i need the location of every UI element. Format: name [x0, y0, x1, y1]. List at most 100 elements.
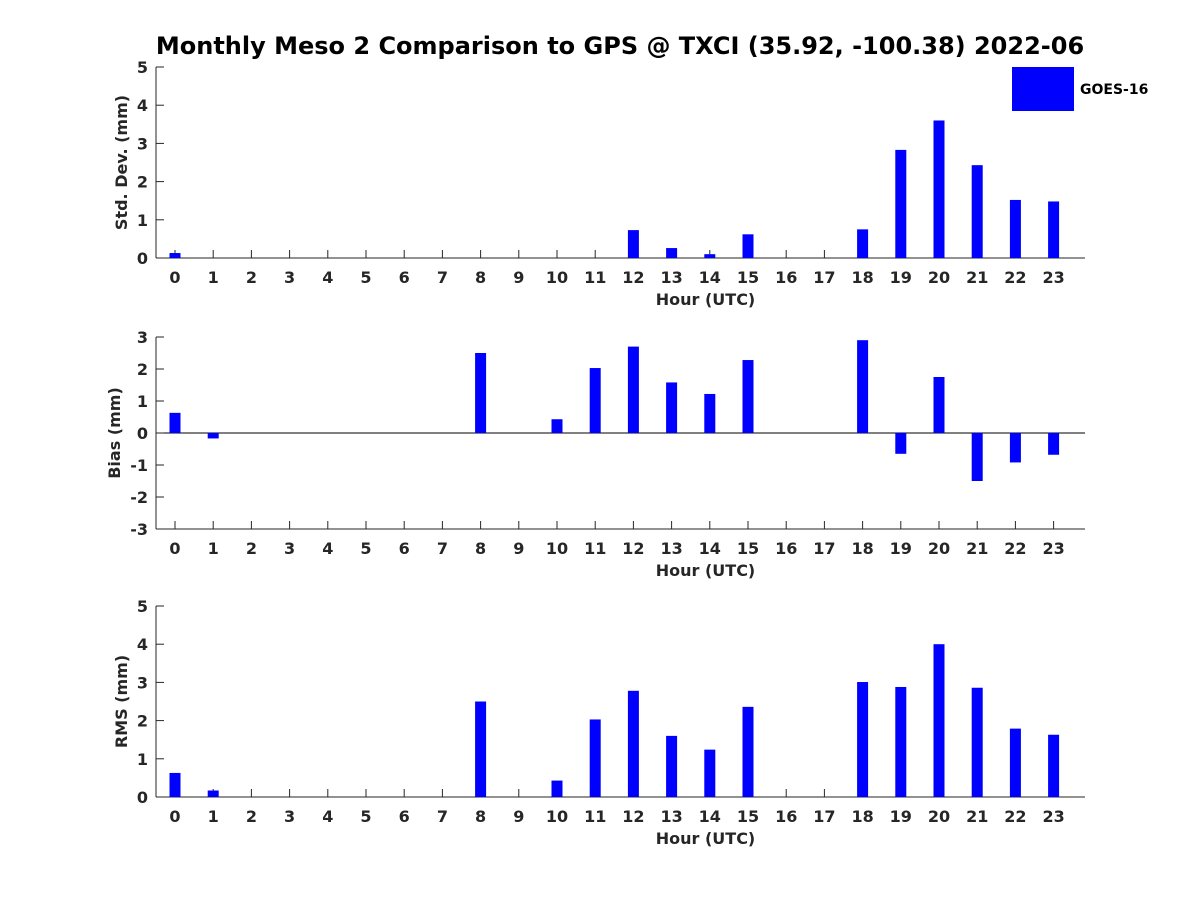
std-dev-x-tick-label: 3	[284, 268, 295, 287]
bias-x-tick-label: 15	[737, 539, 759, 558]
bias-x-tick-label: 16	[775, 539, 797, 558]
std-dev-bar-hour-12	[627, 230, 639, 258]
std-dev-bar-hour-20	[933, 120, 945, 258]
rms-x-tick-label: 18	[851, 807, 873, 826]
std-dev-y-tick-label: 1	[137, 211, 148, 230]
std-dev-y-tick-label: 3	[137, 134, 148, 153]
std-dev-x-tick-label: 10	[546, 268, 568, 287]
rms-y-axis-label: RMS (mm)	[112, 655, 131, 748]
bias-x-tick-label: 3	[284, 539, 295, 558]
bias-y-axis-label: Bias (mm)	[105, 387, 124, 479]
rms-x-tick-label: 9	[513, 807, 524, 826]
bias-bar-hour-15	[742, 360, 754, 433]
legend: GOES-16	[1012, 67, 1148, 111]
bias-x-tick-label: 4	[322, 539, 333, 558]
bias-x-tick-label: 11	[584, 539, 606, 558]
rms-bar-hour-10	[551, 780, 563, 797]
std-dev-bar-hour-14	[704, 254, 716, 258]
std-dev-x-tick-label: 8	[475, 268, 486, 287]
rms-x-tick-label: 10	[546, 807, 568, 826]
rms-bar-hour-0	[169, 772, 181, 797]
rms-y-tick-label: 4	[137, 635, 148, 654]
bias-bar-hour-21	[971, 433, 983, 481]
bias-x-tick-label: 12	[622, 539, 644, 558]
bias-bar-hour-12	[627, 346, 639, 433]
bias-x-tick-label: 8	[475, 539, 486, 558]
std-dev-bar-hour-13	[666, 248, 678, 258]
bias-x-tick-label: 5	[360, 539, 371, 558]
bias-bar-hour-18	[857, 340, 869, 433]
bias-x-tick-label: 7	[437, 539, 448, 558]
rms-x-tick-label: 0	[169, 807, 180, 826]
bias-bar-hour-19	[895, 433, 907, 454]
bias-y-tick-label: -2	[130, 488, 148, 507]
rms-bar-hour-12	[627, 690, 639, 797]
std-dev-x-tick-label: 13	[660, 268, 682, 287]
rms-x-tick-label: 19	[890, 807, 912, 826]
rms-bar-hour-8	[475, 701, 487, 797]
std-dev-x-tick-label: 15	[737, 268, 759, 287]
bias-x-tick-label: 9	[513, 539, 524, 558]
std-dev-bar-hour-21	[971, 165, 983, 258]
std-dev-y-tick-label: 2	[137, 173, 148, 192]
bias-x-tick-label: 22	[1004, 539, 1026, 558]
rms-x-tick-label: 16	[775, 807, 797, 826]
bias-bar-hour-23	[1048, 433, 1060, 455]
std-dev-x-tick-label: 12	[622, 268, 644, 287]
std-dev-x-tick-label: 6	[399, 268, 410, 287]
bias-bar-hour-8	[475, 353, 487, 433]
bias-bar-hour-0	[169, 412, 181, 433]
std-dev-x-tick-label: 1	[208, 268, 219, 287]
legend-swatch	[1012, 67, 1074, 111]
bias-bar-hour-11	[589, 368, 601, 433]
std-dev-x-tick-label: 18	[851, 268, 873, 287]
bias-x-tick-label: 18	[851, 539, 873, 558]
std-dev-bar-hour-15	[742, 234, 754, 258]
rms-x-tick-label: 1	[208, 807, 219, 826]
std-dev-x-tick-label: 21	[966, 268, 988, 287]
bias-y-tick-label: 0	[137, 424, 148, 443]
std-dev-bar-hour-0	[169, 253, 181, 258]
rms-bar-hour-20	[933, 644, 945, 797]
rms-x-tick-label: 7	[437, 807, 448, 826]
legend-label: GOES-16	[1080, 82, 1148, 98]
bias-x-tick-label: 10	[546, 539, 568, 558]
std-dev-x-tick-label: 20	[928, 268, 950, 287]
std-dev-x-axis-label: Hour (UTC)	[656, 290, 756, 309]
rms-x-tick-label: 14	[699, 807, 721, 826]
bias-x-axis-label: Hour (UTC)	[656, 561, 756, 580]
std-dev-x-tick-label: 7	[437, 268, 448, 287]
rms-x-axis-label: Hour (UTC)	[656, 829, 756, 848]
rms-x-tick-label: 11	[584, 807, 606, 826]
std-dev-x-tick-label: 23	[1042, 268, 1064, 287]
bias-x-tick-label: 20	[928, 539, 950, 558]
rms-x-tick-label: 12	[622, 807, 644, 826]
rms-x-tick-label: 6	[399, 807, 410, 826]
bias-x-tick-label: 17	[813, 539, 835, 558]
rms-bar-hour-15	[742, 706, 754, 797]
bias-y-tick-label: -1	[130, 456, 148, 475]
std-dev-y-tick-label: 5	[137, 58, 148, 77]
bias-bar-hour-14	[704, 393, 716, 433]
rms-bar-hour-11	[589, 719, 601, 797]
rms-y-tick-label: 2	[137, 712, 148, 731]
std-dev-x-tick-label: 11	[584, 268, 606, 287]
bias-x-tick-label: 13	[660, 539, 682, 558]
bias-y-tick-label: 3	[137, 328, 148, 347]
bias-bar-hour-10	[551, 419, 563, 433]
rms-y-tick-label: 3	[137, 673, 148, 692]
rms-bar-hour-18	[857, 682, 869, 797]
bias-x-tick-label: 1	[208, 539, 219, 558]
std-dev-y-axis-label: Std. Dev. (mm)	[112, 95, 131, 230]
rms-bar-hour-1	[207, 790, 219, 797]
std-dev-x-tick-label: 17	[813, 268, 835, 287]
std-dev-x-tick-label: 16	[775, 268, 797, 287]
bias-x-tick-label: 21	[966, 539, 988, 558]
bias-x-tick-label: 0	[169, 539, 180, 558]
std-dev-x-tick-label: 0	[169, 268, 180, 287]
rms-x-tick-label: 22	[1004, 807, 1026, 826]
